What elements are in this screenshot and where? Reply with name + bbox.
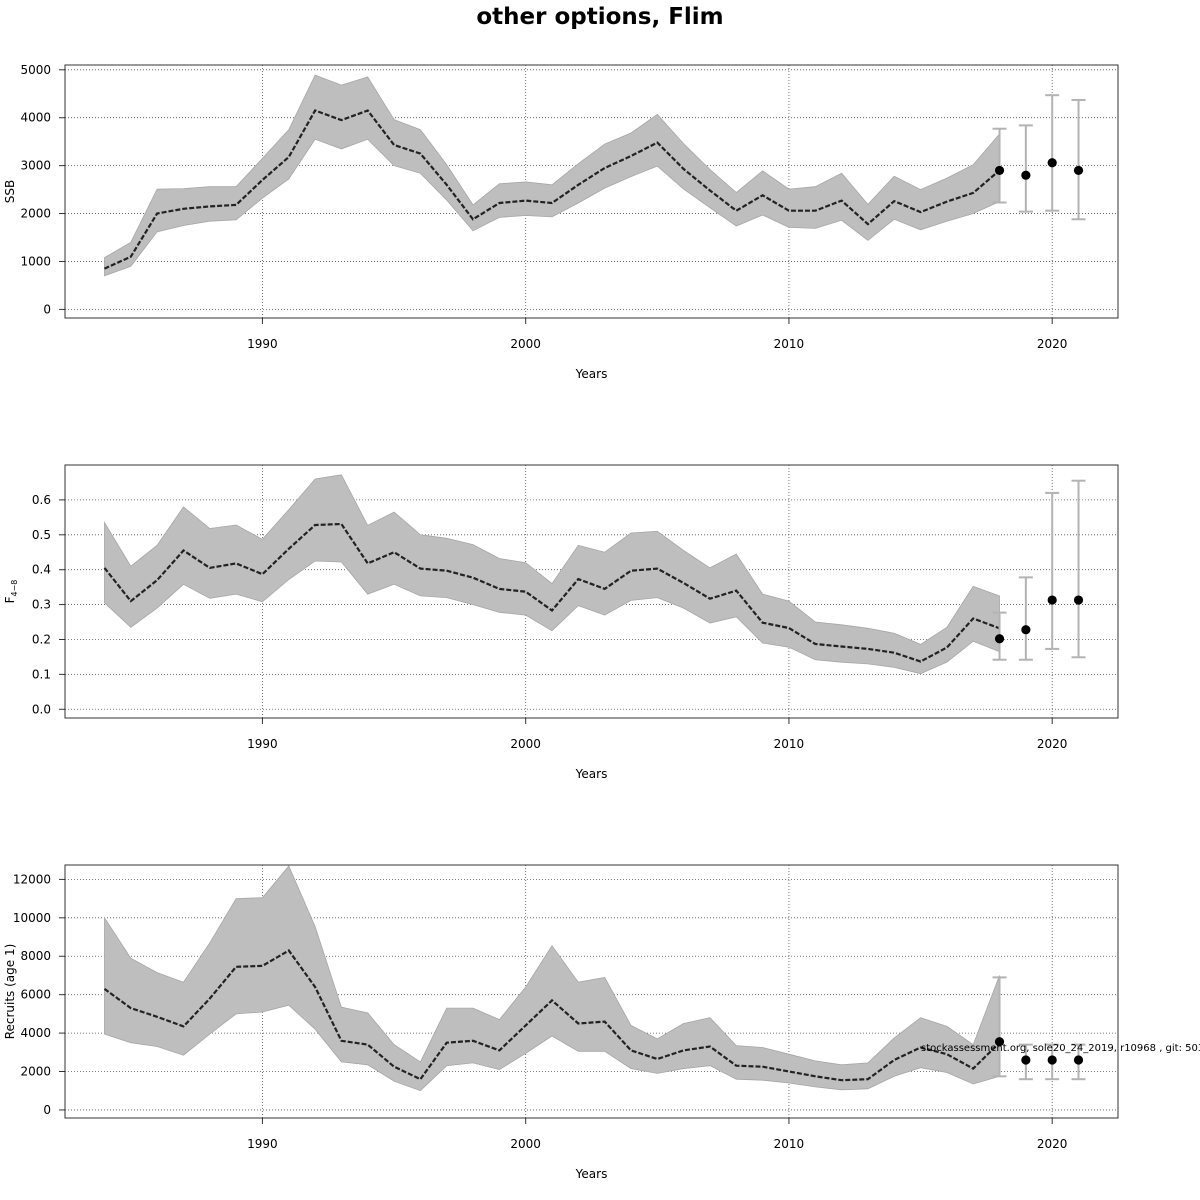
confidence-band [104, 474, 1000, 675]
y-tick-label: 0.0 [32, 702, 51, 716]
plot-frame [64, 464, 1119, 719]
forecast-point [1073, 165, 1084, 176]
forecast-error-bar [1071, 98, 1086, 221]
y-tick-label: 2000 [20, 1065, 51, 1079]
x-axis-label: Years [575, 1167, 608, 1181]
y-axis-label: SSB [3, 180, 17, 203]
x-tick-label: 2020 [1037, 337, 1068, 351]
confidence-band [104, 865, 1000, 1092]
estimate-line [104, 109, 1001, 270]
x-tick-label: 1990 [247, 1137, 278, 1151]
forecast-error-bar [992, 127, 1007, 204]
x-tick-label: 2010 [774, 737, 805, 751]
y-tick-label: 0.5 [32, 528, 51, 542]
x-tick-label: 2020 [1037, 1137, 1068, 1151]
x-tick-label: 2010 [774, 1137, 805, 1151]
plot-frame [64, 64, 1119, 319]
forecast-point [1073, 595, 1084, 605]
x-tick-label: 2020 [1037, 737, 1068, 751]
panel-3: 1990 2000 2010 2020 0 2000 4000 6000 8000 10000 12… [3, 864, 1119, 1181]
y-tick-label: 5000 [20, 63, 51, 77]
x-tick-label: 2010 [774, 337, 805, 351]
forecast-point [1021, 170, 1031, 180]
y-tick-label: 0.4 [32, 563, 51, 577]
chart-title: other options, Flim [476, 4, 723, 30]
x-tick-label: 2000 [510, 1137, 541, 1151]
x-axis-label: Years [575, 767, 608, 781]
forecast-point [994, 634, 1005, 644]
confidence-band [104, 74, 1000, 277]
forecast-point [994, 165, 1005, 176]
y-tick-label: 4000 [20, 111, 51, 125]
y-tick-label: 4000 [20, 1026, 51, 1040]
x-tick-label: 1990 [247, 337, 278, 351]
x-tick-label: 2000 [510, 737, 541, 751]
forecast-error-bar [992, 976, 1007, 1078]
forecast-point [1047, 158, 1057, 168]
forecast-error-bar [1018, 576, 1033, 661]
y-axis-label: F4−8 [3, 580, 19, 604]
y-tick-label: 0.2 [32, 632, 51, 646]
y-tick-label: 12000 [13, 872, 51, 886]
forecast-error-bar [1045, 491, 1060, 650]
x-tick-label: 1990 [247, 737, 278, 751]
forecast-error-bar [1071, 479, 1086, 659]
forecast-point [994, 1037, 1005, 1047]
y-tick-label: 0 [43, 302, 51, 316]
forecast-error-bar [1045, 94, 1060, 212]
y-tick-label: 0.6 [32, 493, 51, 507]
y-tick-label: 0.1 [32, 667, 51, 681]
estimate-line [103, 522, 1000, 663]
panel-2: 1990 2000 2010 2020 0.0 0.1 0.2 0.3 0.4 0.5 0.6 Yea… [3, 464, 1119, 781]
x-tick-label: 2000 [510, 337, 541, 351]
footnote: stockassessment.org, sole20_24_2019, r10… [921, 1043, 1200, 1054]
forecast-point [1021, 625, 1031, 635]
y-tick-label: 8000 [20, 949, 51, 963]
y-tick-label: 0.3 [32, 598, 51, 612]
y-axis-label-subscript: 4−8 [10, 580, 19, 597]
y-tick-label: 10000 [13, 911, 51, 925]
estimate-line [103, 949, 1001, 1082]
y-tick-label: 6000 [20, 988, 51, 1002]
panel-1: 1990 2000 2010 2020 0 1000 2000 3000 4000 5000 Yea… [3, 63, 1119, 381]
forecast-point [1047, 1055, 1057, 1065]
forecast-point [1021, 1055, 1031, 1065]
y-tick-label: 2000 [20, 207, 51, 221]
plot-frame [64, 864, 1119, 1119]
forecast-point [1073, 1055, 1084, 1065]
y-tick-label: 1000 [20, 254, 51, 268]
y-tick-label: 3000 [20, 159, 51, 173]
y-tick-label: 0 [43, 1103, 51, 1117]
forecast-point [1047, 595, 1057, 605]
forecast-error-bar [1018, 124, 1033, 213]
x-axis-label: Years [575, 367, 608, 381]
y-axis-label: Recruits (age 1) [3, 944, 17, 1040]
